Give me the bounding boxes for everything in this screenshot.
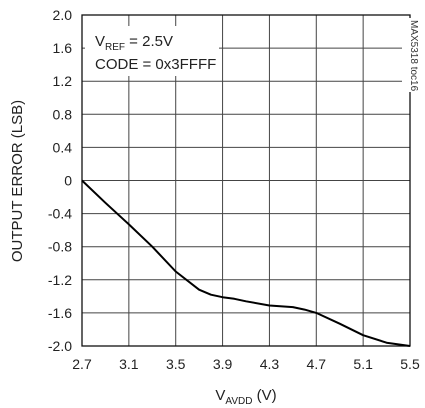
annotation-line1: VREF = 2.5V [95, 33, 173, 53]
x-tick-label: 4.7 [307, 356, 327, 372]
annotation-line2: CODE = 0x3FFFF [95, 56, 216, 73]
figure-tag-background [402, 18, 414, 92]
y-tick-label: -0.4 [48, 206, 72, 222]
y-tick-label: 0.4 [53, 139, 73, 155]
series-line [81, 179, 411, 347]
series-layer [81, 179, 411, 347]
annotation-box [85, 26, 219, 76]
x-tick-label: 3.5 [166, 356, 186, 372]
y-tick-label: -1.6 [48, 305, 72, 321]
y-tick-label: 0 [64, 173, 72, 189]
x-tick-label: 3.1 [119, 356, 139, 372]
y-tick-label: -2.0 [48, 338, 72, 354]
y-tick-label: 1.6 [53, 40, 73, 56]
y-tick-label: 1.2 [53, 73, 73, 89]
grid-layer [81, 14, 411, 347]
x-tick-label: 3.9 [213, 356, 233, 372]
x-tick-label: 4.3 [260, 356, 280, 372]
y-axis-label: OUTPUT ERROR (LSB) [9, 100, 26, 262]
x-tick-label: 2.7 [72, 356, 92, 372]
x-tick-label: 5.5 [400, 356, 420, 372]
tick-layer: 2.7 3.1 3.5 3.9 4.3 4.7 5.1 5.5 2.0 1.6 1.2 0.8 0.4 0… [48, 7, 420, 372]
y-tick-label: 2.0 [53, 7, 73, 23]
x-tick-label: 5.1 [353, 356, 373, 372]
y-tick-label: -0.8 [48, 239, 72, 255]
x-axis-label: VAVDD (V) [215, 387, 276, 407]
y-tick-label: 0.8 [53, 106, 73, 122]
y-tick-label: -1.2 [48, 272, 72, 288]
figure-tag: MAX5318 toc16 [408, 20, 419, 92]
